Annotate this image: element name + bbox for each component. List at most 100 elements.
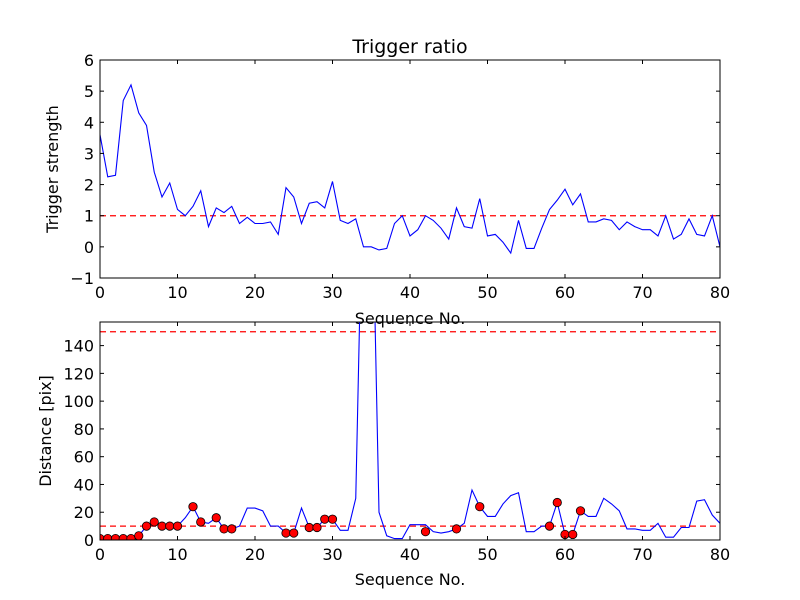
top-data-point-38 [394,223,395,224]
top-data-point-52 [502,242,503,243]
bottom-y-axis-label: Distance [pix] [36,375,55,487]
bottom-y-tick-label-7: 140 [63,337,94,356]
top-data-point-12 [192,206,193,207]
top-data-point-69 [634,226,635,227]
bottom-data-point-39 [402,538,403,539]
bottom-data-point-33 [355,498,356,499]
distance-plot: 0 10 20 30 40 50 60 70 80 0 20 40 60 80 100 120 140 Seque… [36,321,730,589]
top-data-point-72 [657,235,658,236]
bottom-x-axis-label: Sequence No. [355,570,466,589]
bottom-data-point-31 [340,530,341,531]
top-data-point-50 [487,235,488,236]
top-data-point-63 [588,221,589,222]
bottom-marker-10 [172,521,183,531]
bottom-data-point-67 [619,510,620,511]
top-data-point-36 [378,249,379,250]
top-y-tick-label-7: 6 [84,51,94,70]
bottom-data-point-23 [278,526,279,527]
bottom-data-point-50 [487,516,488,517]
bottom-x-tick-label-6: 60 [555,545,575,564]
top-x-tick-label-0: 0 [95,283,105,302]
top-chart-title: Trigger ratio [351,36,467,58]
top-data-point-33 [355,218,356,219]
bottom-y-tick-label-5: 100 [63,392,94,411]
top-data-point-64 [595,221,596,222]
bottom-marker-8 [157,521,167,531]
top-y-tick-label-5: 4 [84,113,94,132]
top-data-point-3 [123,100,124,101]
top-x-tick-label-1: 10 [167,283,187,302]
top-data-point-62 [580,193,581,194]
top-data-point-49 [479,198,480,199]
bottom-marker-29 [575,506,586,516]
bottom-data-point-52 [502,503,503,504]
bottom-data-point-77 [696,501,697,502]
bottom-y-tick-label-3: 60 [74,448,94,467]
bottom-data-point-71 [650,530,651,531]
top-data-point-71 [650,229,651,230]
top-data-point-79 [712,215,713,216]
bottom-marker-14 [219,524,229,534]
top-data-point-67 [619,229,620,230]
top-data-point-51 [495,234,496,235]
bottom-data-point-64 [595,516,596,517]
top-y-tick-label-3: 2 [84,176,94,195]
bottom-marker-26 [552,497,562,508]
top-x-tick-label-3: 30 [322,283,342,302]
bottom-data-point-76 [688,527,689,528]
top-data-point-4 [130,84,131,85]
top-data-point-25 [293,196,294,197]
bottom-y-tick-label-0: 0 [84,531,94,550]
top-data-point-16 [223,212,224,213]
bottom-data-point-22 [270,526,271,527]
bottom-marker-22 [420,527,431,537]
top-data-point-39 [402,215,403,216]
top-data-point-41 [417,229,418,230]
top-plot-area [100,83,720,255]
top-data-point-44 [440,228,441,229]
bottom-data-point-18 [239,526,240,527]
top-data-point-46 [456,207,457,208]
top-data-point-59 [557,200,558,201]
bottom-data-point-55 [526,531,527,532]
bottom-x-tick-label-4: 40 [400,545,420,564]
top-data-point-20 [254,223,255,224]
bottom-data-point-19 [247,507,248,508]
top-series-line-0 [100,83,720,255]
bottom-marker-15 [227,524,237,534]
top-data-point-65 [603,218,604,219]
top-data-point-43 [433,220,434,221]
bottom-x-tick-label-5: 50 [477,545,497,564]
top-data-point-77 [696,234,697,235]
bottom-x-tick-label-8: 80 [710,545,730,564]
top-data-point-27 [309,203,310,204]
bottom-data-point-73 [665,537,666,538]
top-data-point-47 [464,226,465,227]
top-data-point-5 [138,112,139,113]
bottom-data-point-43 [433,531,434,532]
top-data-point-53 [510,252,511,253]
bottom-data-point-75 [681,527,682,528]
bottom-x-tick-label-7: 70 [632,545,652,564]
top-data-point-7 [154,172,155,173]
bottom-data-point-42 [425,524,426,525]
bottom-marker-18 [304,522,314,533]
bottom-data-point-78 [704,499,705,500]
bottom-marker-16 [281,528,291,538]
top-data-point-55 [526,248,527,249]
bottom-marker-9 [165,521,175,531]
bottom-plot-area [100,322,720,540]
top-data-point-76 [688,218,689,219]
bottom-data-point-51 [495,516,496,517]
top-x-tick-label-6: 60 [555,283,575,302]
bottom-marker-20 [320,514,330,524]
top-x-tick-label-8: 80 [710,283,730,302]
bottom-data-point-48 [471,489,472,490]
top-data-point-14 [208,226,209,227]
top-data-point-32 [347,223,348,224]
bottom-data-point-74 [673,537,674,538]
bottom-data-point-66 [611,503,612,504]
top-data-point-1 [107,176,108,177]
bottom-data-point-38 [394,538,395,539]
